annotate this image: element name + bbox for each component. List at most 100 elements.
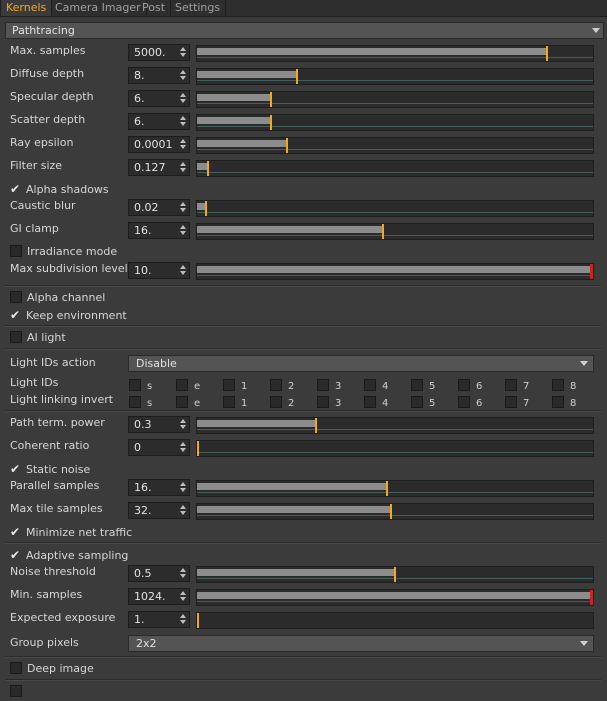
spinner-icon[interactable] — [180, 92, 186, 104]
slider-handle[interactable] — [315, 418, 317, 433]
slider-handle[interactable] — [270, 115, 272, 130]
slider-handle[interactable] — [207, 161, 209, 176]
link-invert-5[interactable]: 5 — [411, 396, 435, 409]
static-noise-checkbox[interactable]: ✔ Static noise — [10, 462, 91, 476]
expected-exposure-slider[interactable] — [196, 612, 594, 629]
link-invert-7[interactable]: 7 — [505, 396, 529, 409]
slider-handle[interactable] — [590, 590, 593, 605]
light-id-3[interactable]: 3 — [317, 379, 341, 392]
noise-threshold-slider[interactable] — [196, 566, 594, 583]
spinner-icon[interactable] — [180, 264, 186, 276]
path-term-power-input[interactable]: 0.3 — [128, 416, 190, 433]
spinner-icon[interactable] — [180, 46, 186, 58]
spinner-icon[interactable] — [180, 224, 186, 236]
scatter-depth-slider[interactable] — [196, 114, 594, 131]
light-id-4[interactable]: 4 — [364, 379, 388, 392]
tab-kernels[interactable]: Kernels — [0, 0, 53, 16]
slider-handle[interactable] — [546, 46, 548, 61]
caustic-blur-slider[interactable] — [196, 200, 594, 217]
keep-environment-checkbox[interactable]: ✔ Keep environment — [10, 308, 127, 322]
alpha-shadows-checkbox[interactable]: ✔ Alpha shadows — [10, 182, 109, 196]
parallel-samples-input[interactable]: 16. — [128, 479, 190, 496]
slider-handle[interactable] — [382, 224, 384, 239]
slider-handle[interactable] — [394, 567, 396, 582]
slider-handle[interactable] — [390, 504, 392, 519]
diffuse-depth-input[interactable]: 8. — [128, 67, 190, 84]
diffuse-depth-slider[interactable] — [196, 68, 594, 85]
caustic-blur-input[interactable]: 0.02 — [128, 199, 190, 216]
link-invert-s[interactable]: s — [129, 396, 152, 409]
link-invert-4[interactable]: 4 — [364, 396, 388, 409]
light-id-8[interactable]: 8 — [552, 379, 576, 392]
coherent-ratio-slider[interactable] — [196, 440, 594, 457]
filter-size-slider[interactable] — [196, 160, 594, 177]
expected-exposure-input[interactable]: 1. — [128, 611, 190, 628]
spinner-icon[interactable] — [180, 567, 186, 579]
min-samples-input[interactable]: 1024. — [128, 588, 190, 605]
link-invert-e[interactable]: e — [176, 396, 200, 409]
slider-handle[interactable] — [386, 481, 388, 496]
spinner-icon[interactable] — [180, 69, 186, 81]
noise-threshold-input[interactable]: 0.5 — [128, 565, 190, 582]
min-samples-slider[interactable] — [196, 589, 594, 606]
slider-handle[interactable] — [296, 69, 298, 84]
tab-settings[interactable]: Settings — [170, 0, 227, 16]
light-id-s[interactable]: s — [129, 379, 152, 392]
light-id-5[interactable]: 5 — [411, 379, 435, 392]
spinner-icon[interactable] — [180, 441, 186, 453]
max-subdivision-level-slider[interactable] — [196, 263, 594, 280]
gi-clamp-input[interactable]: 16. — [128, 222, 190, 239]
light-id-1[interactable]: 1 — [223, 379, 247, 392]
max-subdivision-level-input[interactable]: 10. — [128, 262, 190, 279]
max-tile-samples-input[interactable]: 32. — [128, 502, 190, 519]
link-invert-8[interactable]: 8 — [552, 396, 576, 409]
light-id-7[interactable]: 7 — [505, 379, 529, 392]
gi-clamp-slider[interactable] — [196, 223, 594, 240]
slider-handle[interactable] — [197, 613, 199, 628]
link-invert-6[interactable]: 6 — [458, 396, 482, 409]
light-id-e[interactable]: e — [176, 379, 200, 392]
tab-camera-imager[interactable]: Camera Imager — [50, 0, 147, 16]
max-samples-input[interactable]: 5000. — [128, 44, 190, 61]
slider-handle[interactable] — [590, 264, 593, 279]
spinner-icon[interactable] — [180, 418, 186, 430]
ray-epsilon-slider[interactable] — [196, 137, 594, 154]
slider-handle[interactable] — [197, 441, 199, 456]
alpha-channel-checkbox[interactable]: Alpha channel — [10, 291, 105, 305]
ray-epsilon-input[interactable]: 0.0001 — [128, 136, 190, 153]
slider-handle[interactable] — [270, 92, 272, 107]
max-samples-slider[interactable] — [196, 45, 594, 62]
specular-depth-slider[interactable] — [196, 91, 594, 108]
specular-depth-input[interactable]: 6. — [128, 90, 190, 107]
path-term-power-slider[interactable] — [196, 417, 594, 434]
filter-size-input[interactable]: 0.127 — [128, 159, 190, 176]
spinner-icon[interactable] — [180, 161, 186, 173]
ai-light-checkbox[interactable]: AI light — [10, 331, 66, 345]
max-tile-samples-slider[interactable] — [196, 503, 594, 520]
group-pixels-dropdown[interactable]: 2x2 — [128, 635, 594, 652]
slider-handle[interactable] — [205, 201, 207, 216]
spinner-icon[interactable] — [180, 201, 186, 213]
link-invert-2[interactable]: 2 — [270, 396, 294, 409]
irradiance-mode-checkbox[interactable]: Irradiance mode — [10, 245, 117, 259]
next-option-checkbox[interactable] — [10, 685, 27, 699]
spinner-icon[interactable] — [180, 481, 186, 493]
pathtracing-section-header[interactable]: Pathtracing — [5, 22, 604, 39]
link-invert-3[interactable]: 3 — [317, 396, 341, 409]
spinner-icon[interactable] — [180, 590, 186, 602]
spinner-icon[interactable] — [180, 138, 186, 150]
coherent-ratio-input[interactable]: 0 — [128, 439, 190, 456]
scatter-depth-input[interactable]: 6. — [128, 113, 190, 130]
light-id-2[interactable]: 2 — [270, 379, 294, 392]
light-ids-action-dropdown[interactable]: Disable — [128, 355, 594, 372]
spinner-icon[interactable] — [180, 504, 186, 516]
deep-image-checkbox[interactable]: Deep image — [10, 662, 94, 676]
tab-post[interactable]: Post — [137, 0, 172, 16]
spinner-icon[interactable] — [180, 613, 186, 625]
adaptive-sampling-checkbox[interactable]: ✔ Adaptive sampling — [10, 548, 129, 562]
minimize-net-traffic-checkbox[interactable]: ✔ Minimize net traffic — [10, 525, 133, 539]
link-invert-1[interactable]: 1 — [223, 396, 247, 409]
light-id-6[interactable]: 6 — [458, 379, 482, 392]
slider-handle[interactable] — [286, 138, 288, 153]
spinner-icon[interactable] — [180, 115, 186, 127]
